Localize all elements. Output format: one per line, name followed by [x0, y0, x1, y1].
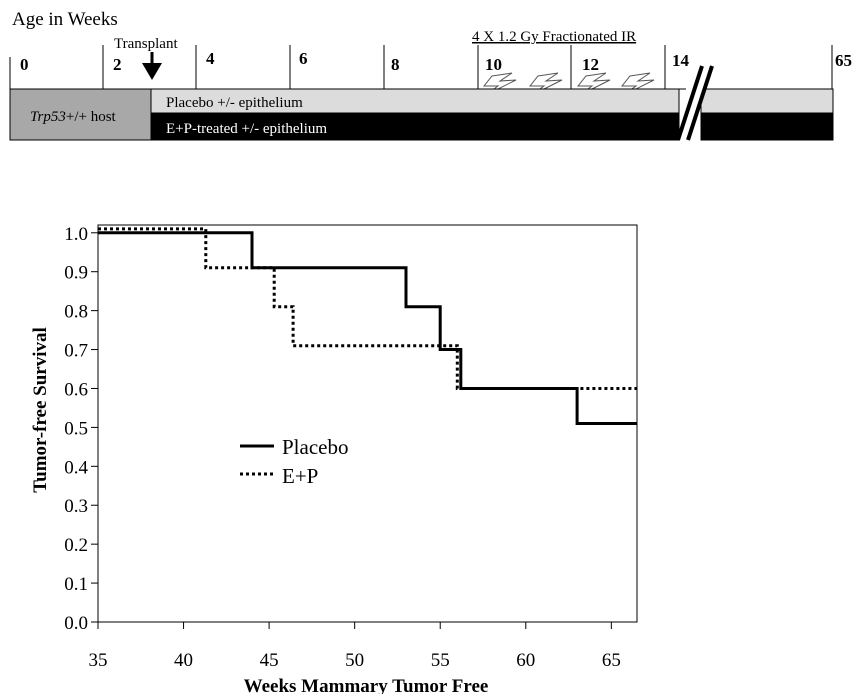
y-tick-label: 0.4 [64, 457, 88, 478]
timeline-tick-4: 4 [206, 49, 215, 68]
timeline-tick-8: 8 [391, 55, 400, 74]
plot-frame [97, 224, 638, 623]
x-tick-label: 50 [345, 650, 364, 671]
y-tick-label: 1.0 [64, 224, 88, 245]
x-tick-label: 35 [89, 650, 108, 671]
y-tick-label: 0.8 [64, 302, 88, 323]
placebo-bar-end [700, 88, 834, 114]
lightning-icon [528, 72, 563, 97]
timeline-tick-10: 10 [485, 55, 502, 74]
ep-bar-end [700, 112, 834, 141]
y-tick-label: 0.1 [64, 574, 88, 595]
host-label-rest: +/+ host [66, 109, 117, 125]
survival-series [98, 227, 637, 425]
timeline-tick-2: 2 [113, 55, 122, 74]
placebo-bar-label: Placebo +/- epithelium [166, 95, 303, 111]
y-tick-label: 0.7 [64, 341, 88, 362]
timeline-tick-14: 14 [672, 51, 690, 70]
y-tick-label: 0.9 [64, 263, 88, 284]
x-tick-label: 40 [174, 650, 193, 671]
ep-bar [150, 112, 680, 141]
timeline-tick-marks [9, 45, 833, 89]
legend-label-ep: E+P [282, 464, 318, 488]
y-tick-label: 0.5 [64, 418, 88, 439]
legend: Placebo E+P [240, 435, 348, 488]
y-axis-title: Tumor-free Survival [30, 327, 51, 493]
placebo-bar [150, 88, 680, 114]
transplant-label: Transplant [114, 36, 178, 52]
y-tick-label: 0.6 [64, 379, 88, 400]
timeline-tick-12: 12 [582, 55, 599, 74]
series-line-e-p [98, 227, 637, 390]
x-tick-label: 60 [516, 650, 535, 671]
x-axis-title: Weeks Mammary Tumor Free [244, 676, 489, 694]
lightning-icon [576, 72, 611, 97]
survival-chart: 0.0 0.1 0.2 0.3 0.4 0.5 0.6 0.7 0.8 0.9 1.0 35 40 45… [30, 224, 638, 694]
host-bar [9, 88, 152, 141]
transplant-arrow-icon [142, 52, 162, 80]
lightning-icons [482, 72, 655, 97]
lightning-icon [620, 72, 655, 97]
timeline-diagram: Age in Weeks 0 2 4 6 8 10 12 14 65 Trans… [9, 9, 852, 141]
ir-label: 4 X 1.2 Gy Fractionated IR [472, 29, 636, 45]
legend-label-placebo: Placebo [282, 435, 348, 459]
x-tick-label: 55 [431, 650, 450, 671]
axis-break-icon [676, 65, 714, 141]
y-tick-label: 0.2 [64, 535, 88, 556]
y-tick-label: 0.3 [64, 496, 88, 517]
timeline-tick-65: 65 [835, 51, 852, 70]
timeline-tick-0: 0 [20, 55, 29, 74]
y-tick-label: 0.0 [64, 613, 88, 634]
host-label-gene: Trp53 [30, 109, 66, 125]
x-axis: 35 40 45 50 55 60 65 [89, 622, 621, 671]
series-line-placebo [98, 231, 637, 425]
y-axis: 0.0 0.1 0.2 0.3 0.4 0.5 0.6 0.7 0.8 0.9 1.0 [64, 224, 98, 634]
timeline-title: Age in Weeks [12, 9, 118, 30]
timeline-tick-6: 6 [299, 49, 308, 68]
ep-bar-label: E+P-treated +/- epithelium [166, 121, 327, 137]
host-bar-label: Trp53+/+ host [30, 109, 117, 125]
x-tick-label: 65 [602, 650, 621, 671]
lightning-icon [482, 72, 517, 97]
x-tick-label: 45 [260, 650, 279, 671]
